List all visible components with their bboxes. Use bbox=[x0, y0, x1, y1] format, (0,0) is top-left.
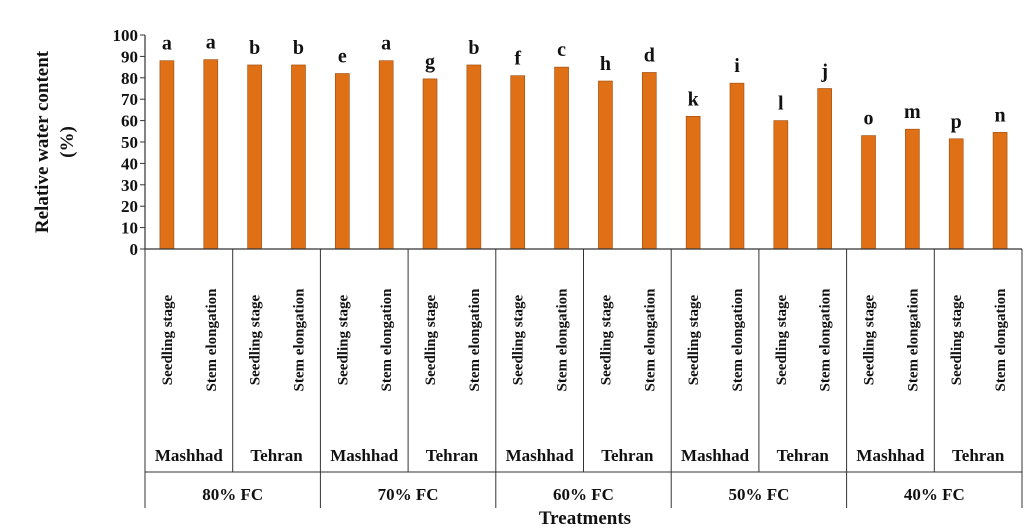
bar bbox=[466, 64, 482, 250]
bar bbox=[861, 135, 876, 250]
x-tick-label: Seedling stage bbox=[598, 294, 614, 385]
x-tick-label: Stem elongation bbox=[993, 288, 1009, 392]
significance-letter: k bbox=[688, 88, 700, 110]
bar bbox=[905, 128, 920, 250]
bar bbox=[159, 60, 175, 250]
significance-letter: b bbox=[468, 37, 479, 59]
x-tick-label: Seedling stage bbox=[335, 294, 351, 385]
x-tick-label: Seedling stage bbox=[248, 294, 264, 385]
x-tick-label: Seedling stage bbox=[774, 294, 790, 385]
bar bbox=[817, 88, 832, 250]
significance-letter: p bbox=[951, 111, 962, 133]
significance-letter: g bbox=[425, 51, 435, 73]
y-tick-label: 80 bbox=[121, 69, 138, 88]
x-tick-label: Stem elongation bbox=[730, 288, 746, 392]
y-tick-label: 90 bbox=[121, 47, 138, 66]
significance-letter: c bbox=[557, 39, 566, 61]
y-axis-title-line-1: Relative water content bbox=[32, 50, 53, 233]
significance-letter: a bbox=[162, 33, 172, 55]
x-tick-label: Stem elongation bbox=[204, 288, 220, 392]
y-tick-label: 10 bbox=[121, 219, 138, 238]
bar bbox=[378, 60, 394, 250]
bar bbox=[247, 64, 262, 250]
significance-letter: f bbox=[514, 48, 521, 70]
x-tick-label: Stem elongation bbox=[379, 288, 395, 392]
axes-layer: 0 10 20 30 40 50 60 70 80 90 100 bbox=[113, 26, 1023, 508]
x-tick-label: Seedling stage bbox=[949, 294, 965, 385]
location-label: Tehran bbox=[426, 446, 479, 465]
bar bbox=[203, 59, 219, 250]
bar bbox=[773, 120, 789, 250]
y-tick-label: 50 bbox=[121, 133, 138, 152]
significance-letter: j bbox=[820, 61, 828, 83]
significance-letter: l bbox=[778, 93, 784, 115]
x-tick-label: Stem elongation bbox=[642, 288, 658, 392]
fc-group-label: 40% FC bbox=[904, 485, 965, 504]
location-label: Tehran bbox=[952, 446, 1005, 465]
location-label: Mashhad bbox=[681, 446, 750, 465]
y-tick-label: 0 bbox=[130, 240, 139, 259]
significance-letter: b bbox=[249, 37, 260, 59]
location-label: Tehran bbox=[601, 446, 654, 465]
location-label: Mashhad bbox=[856, 446, 925, 465]
bar bbox=[992, 132, 1008, 250]
x-tick-label: Seedling stage bbox=[511, 294, 527, 385]
bar bbox=[948, 138, 964, 250]
fc-group-label: 80% FC bbox=[202, 485, 263, 504]
bar bbox=[641, 72, 657, 250]
significance-letter: d bbox=[644, 44, 655, 66]
x-tick-label: Seedling stage bbox=[423, 294, 439, 385]
significance-letter: b bbox=[293, 37, 304, 59]
bar bbox=[598, 80, 613, 250]
y-axis-title: Relative water content (%) bbox=[32, 50, 78, 233]
significance-letter: a bbox=[206, 32, 216, 54]
fc-group-label: 50% FC bbox=[728, 485, 789, 504]
x-axis-title: Treatments bbox=[539, 508, 631, 528]
location-label: Tehran bbox=[250, 446, 303, 465]
x-tick-label: Stem elongation bbox=[555, 288, 571, 392]
bar bbox=[554, 66, 569, 250]
y-tick-label: 30 bbox=[121, 176, 138, 195]
significance-letter: e bbox=[338, 46, 347, 68]
bar bbox=[729, 82, 745, 250]
x-tick-label: Seedling stage bbox=[862, 294, 878, 385]
bar bbox=[291, 64, 306, 250]
bar bbox=[335, 73, 350, 250]
x-tick-label: Seedling stage bbox=[160, 294, 176, 385]
x-tick-label: Stem elongation bbox=[291, 288, 307, 392]
location-label: Tehran bbox=[777, 446, 830, 465]
significance-letter: a bbox=[381, 33, 391, 55]
y-tick-label: 40 bbox=[121, 154, 138, 173]
fc-group-label: 60% FC bbox=[553, 485, 614, 504]
x-tick-label: Seedling stage bbox=[686, 294, 702, 385]
x-tick-label: Stem elongation bbox=[467, 288, 483, 392]
significance-letter: n bbox=[995, 104, 1006, 126]
significance-letter: o bbox=[864, 108, 874, 130]
significance-letter: h bbox=[600, 53, 611, 75]
significance-letter: m bbox=[904, 101, 921, 123]
x-tick-label: Stem elongation bbox=[818, 288, 834, 392]
bars-layer bbox=[159, 59, 1008, 250]
fc-group-label: 70% FC bbox=[378, 485, 439, 504]
y-tick-label: 70 bbox=[121, 90, 138, 109]
x-tick-label: Stem elongation bbox=[905, 288, 921, 392]
y-tick-label: 60 bbox=[121, 112, 138, 131]
bar bbox=[510, 75, 526, 250]
bar bbox=[685, 116, 701, 250]
location-label: Mashhad bbox=[155, 446, 224, 465]
significance-letter: i bbox=[734, 55, 740, 77]
y-tick-label: 20 bbox=[121, 197, 138, 216]
y-tick-label: 100 bbox=[113, 26, 139, 45]
location-label: Mashhad bbox=[330, 446, 399, 465]
y-axis-title-line-2: (%) bbox=[57, 126, 78, 158]
labels-layer: a Seedling stage a Stem elongation b Seedling… bbox=[155, 32, 1009, 504]
location-label: Mashhad bbox=[506, 446, 575, 465]
bar bbox=[422, 78, 438, 250]
